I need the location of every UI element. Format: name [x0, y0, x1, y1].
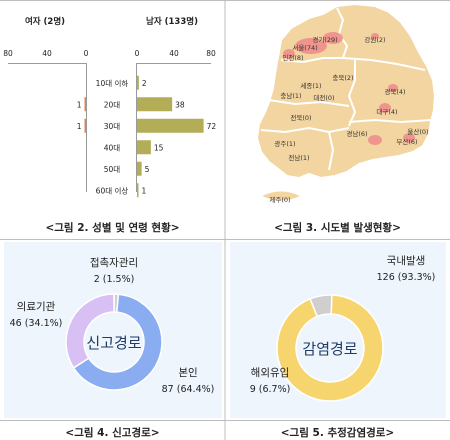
case-marker: [371, 33, 379, 39]
male-value-label: 72: [207, 122, 217, 131]
age-category-label: 40대: [104, 143, 121, 152]
age-category-label: 50대: [104, 165, 121, 174]
slice-value-label: 46 (34.1%): [10, 318, 63, 329]
region-label: 전남(1): [288, 153, 309, 162]
female-title: 여자 (2명): [25, 16, 65, 27]
region-labels: 경기(29) 강원(2) 서울(74)인천(8) 충북(2) 세종(1)충남(1) 대전(…: [269, 35, 428, 204]
border-chungnam-jeonbuk: [268, 99, 350, 107]
region-label: 인천(8): [282, 53, 303, 62]
male-value-label: 2: [142, 79, 147, 88]
slice-name-label: 의료기관: [17, 301, 56, 313]
region-label: 경북(4): [384, 87, 405, 96]
slice-value-label: 2 (1.5%): [94, 274, 135, 285]
mainland-shape: [255, 2, 437, 180]
region-label: 전북(0): [290, 113, 311, 122]
border-gyeongbuk-gyeongnam: [348, 118, 432, 124]
slice-value-label: 87 (64.4%): [162, 384, 215, 395]
slice-name-label: 본인: [178, 367, 197, 379]
female-value-label: 1: [77, 100, 82, 109]
region-label: 세종(1): [300, 81, 321, 90]
female-bar: [84, 118, 86, 133]
donut-center-label: 감염경로: [302, 340, 357, 358]
case-markers: [283, 32, 415, 145]
age-category-label: 60대 이상: [96, 185, 129, 195]
male-value-label: 5: [145, 165, 150, 174]
jeju-shape: [259, 190, 303, 202]
slice-value-label: 126 (93.3%): [377, 272, 436, 283]
case-marker: [403, 133, 415, 143]
donut-slice: [72, 293, 163, 391]
slice-name-label: 접촉자관리: [90, 257, 138, 269]
case-marker: [379, 103, 391, 113]
male-value-label: 15: [154, 143, 164, 152]
report-route-donut: 신고경로 접촉자관리 2 (1.5%) 본인 87 (64.4%) 의료기관 46 (34.…: [10, 257, 215, 395]
age-category-label: 10대 이하: [96, 78, 129, 88]
male-bar: [137, 161, 142, 176]
case-marker: [283, 49, 295, 59]
caption-fig5: <그림 5. 추정감염경로>: [280, 427, 395, 439]
region-label: 서울(74): [292, 43, 317, 52]
female-bar: [84, 97, 86, 112]
border-north-central: [280, 57, 426, 71]
region-label: 울산(0): [407, 127, 428, 136]
male-bar: [137, 140, 151, 155]
donut-center-label: 신고경로: [86, 334, 141, 352]
region-label: 제주(0): [269, 196, 290, 204]
region-label: 대전(0): [313, 93, 334, 102]
infection-route-panel: 감염경로 국내발생 126 (93.3%) 해외유입 9 (6.7%): [230, 242, 446, 418]
border-jeonbuk-jeonnam: [260, 126, 350, 134]
male-value-label: 38: [175, 100, 185, 109]
age-category-label: 30대: [104, 122, 121, 131]
slice-value-label: 9 (6.7%): [250, 384, 291, 395]
female-tick-label: 0: [84, 49, 89, 58]
female-value-label: 1: [77, 122, 82, 131]
caption-fig4: <그림 4. 신고경로>: [65, 427, 160, 439]
donut-slice: [65, 293, 115, 369]
caption-fig3: <그림 3. 시도별 발생현황>: [274, 222, 401, 234]
border-east-south: [328, 131, 335, 171]
male-bar: [137, 118, 204, 133]
male-tick-label: 80: [206, 49, 216, 58]
region-label: 충남(1): [280, 91, 301, 100]
region-label: 광주(1): [274, 140, 295, 148]
slice-name-label: 국내발생: [387, 255, 426, 267]
female-tick-label: 40: [42, 49, 52, 58]
age-category-label: 20대: [104, 100, 121, 109]
case-marker: [323, 32, 343, 44]
male-value-label: 1: [142, 186, 147, 195]
male-tick-label: 0: [135, 49, 140, 58]
region-label: 대구(4): [376, 108, 397, 116]
case-marker: [388, 84, 398, 92]
donut-slice: [276, 294, 384, 402]
male-title: 남자 (133명): [146, 16, 198, 27]
case-marker: [368, 135, 382, 145]
border-chungbuk-gyeongbuk: [347, 60, 357, 127]
korea-map: 경기(29) 강원(2) 서울(74)인천(8) 충북(2) 세종(1)충남(1) 대전(…: [255, 2, 437, 204]
male-bar: [137, 97, 173, 112]
region-label: 부산(6): [396, 137, 417, 146]
age-gender-panel: 여자 (2명) 남자 (133명) 80 40 0 0 40 80 10대 이하 2 20대 1 38 3…: [0, 0, 225, 240]
region-label: 경기(29): [312, 35, 337, 44]
donut-slice: [309, 294, 333, 318]
regional-map-panel: 경기(29) 강원(2) 서울(74) 인천(8) 충북(2) 세종(1) 충남(1) 대전(…: [225, 0, 450, 240]
age-gender-bar-chart: 여자 (2명) 남자 (133명) 80 40 0 0 40 80 10대 이하 2 20대 1 38 3…: [3, 16, 217, 198]
slice-name-label: 해외유입: [251, 366, 290, 379]
female-tick-label: 80: [3, 49, 13, 58]
male-bar: [137, 183, 139, 198]
region-label: 충북(2): [332, 73, 353, 82]
male-bar: [137, 75, 139, 90]
report-route-panel: 신고경로 접촉자관리 2 (1.5%) 본인 87 (64.4%) 의료기관 46 (34.…: [4, 242, 222, 418]
region-label: 강원(2): [364, 35, 385, 44]
case-marker: [295, 38, 327, 54]
caption-fig2: <그림 2. 성별 및 연령 현황>: [45, 222, 180, 234]
male-tick-label: 40: [169, 49, 179, 58]
infection-route-donut: 감염경로 국내발생 126 (93.3%) 해외유입 9 (6.7%): [250, 255, 436, 402]
region-label: 경남(6): [346, 129, 367, 138]
